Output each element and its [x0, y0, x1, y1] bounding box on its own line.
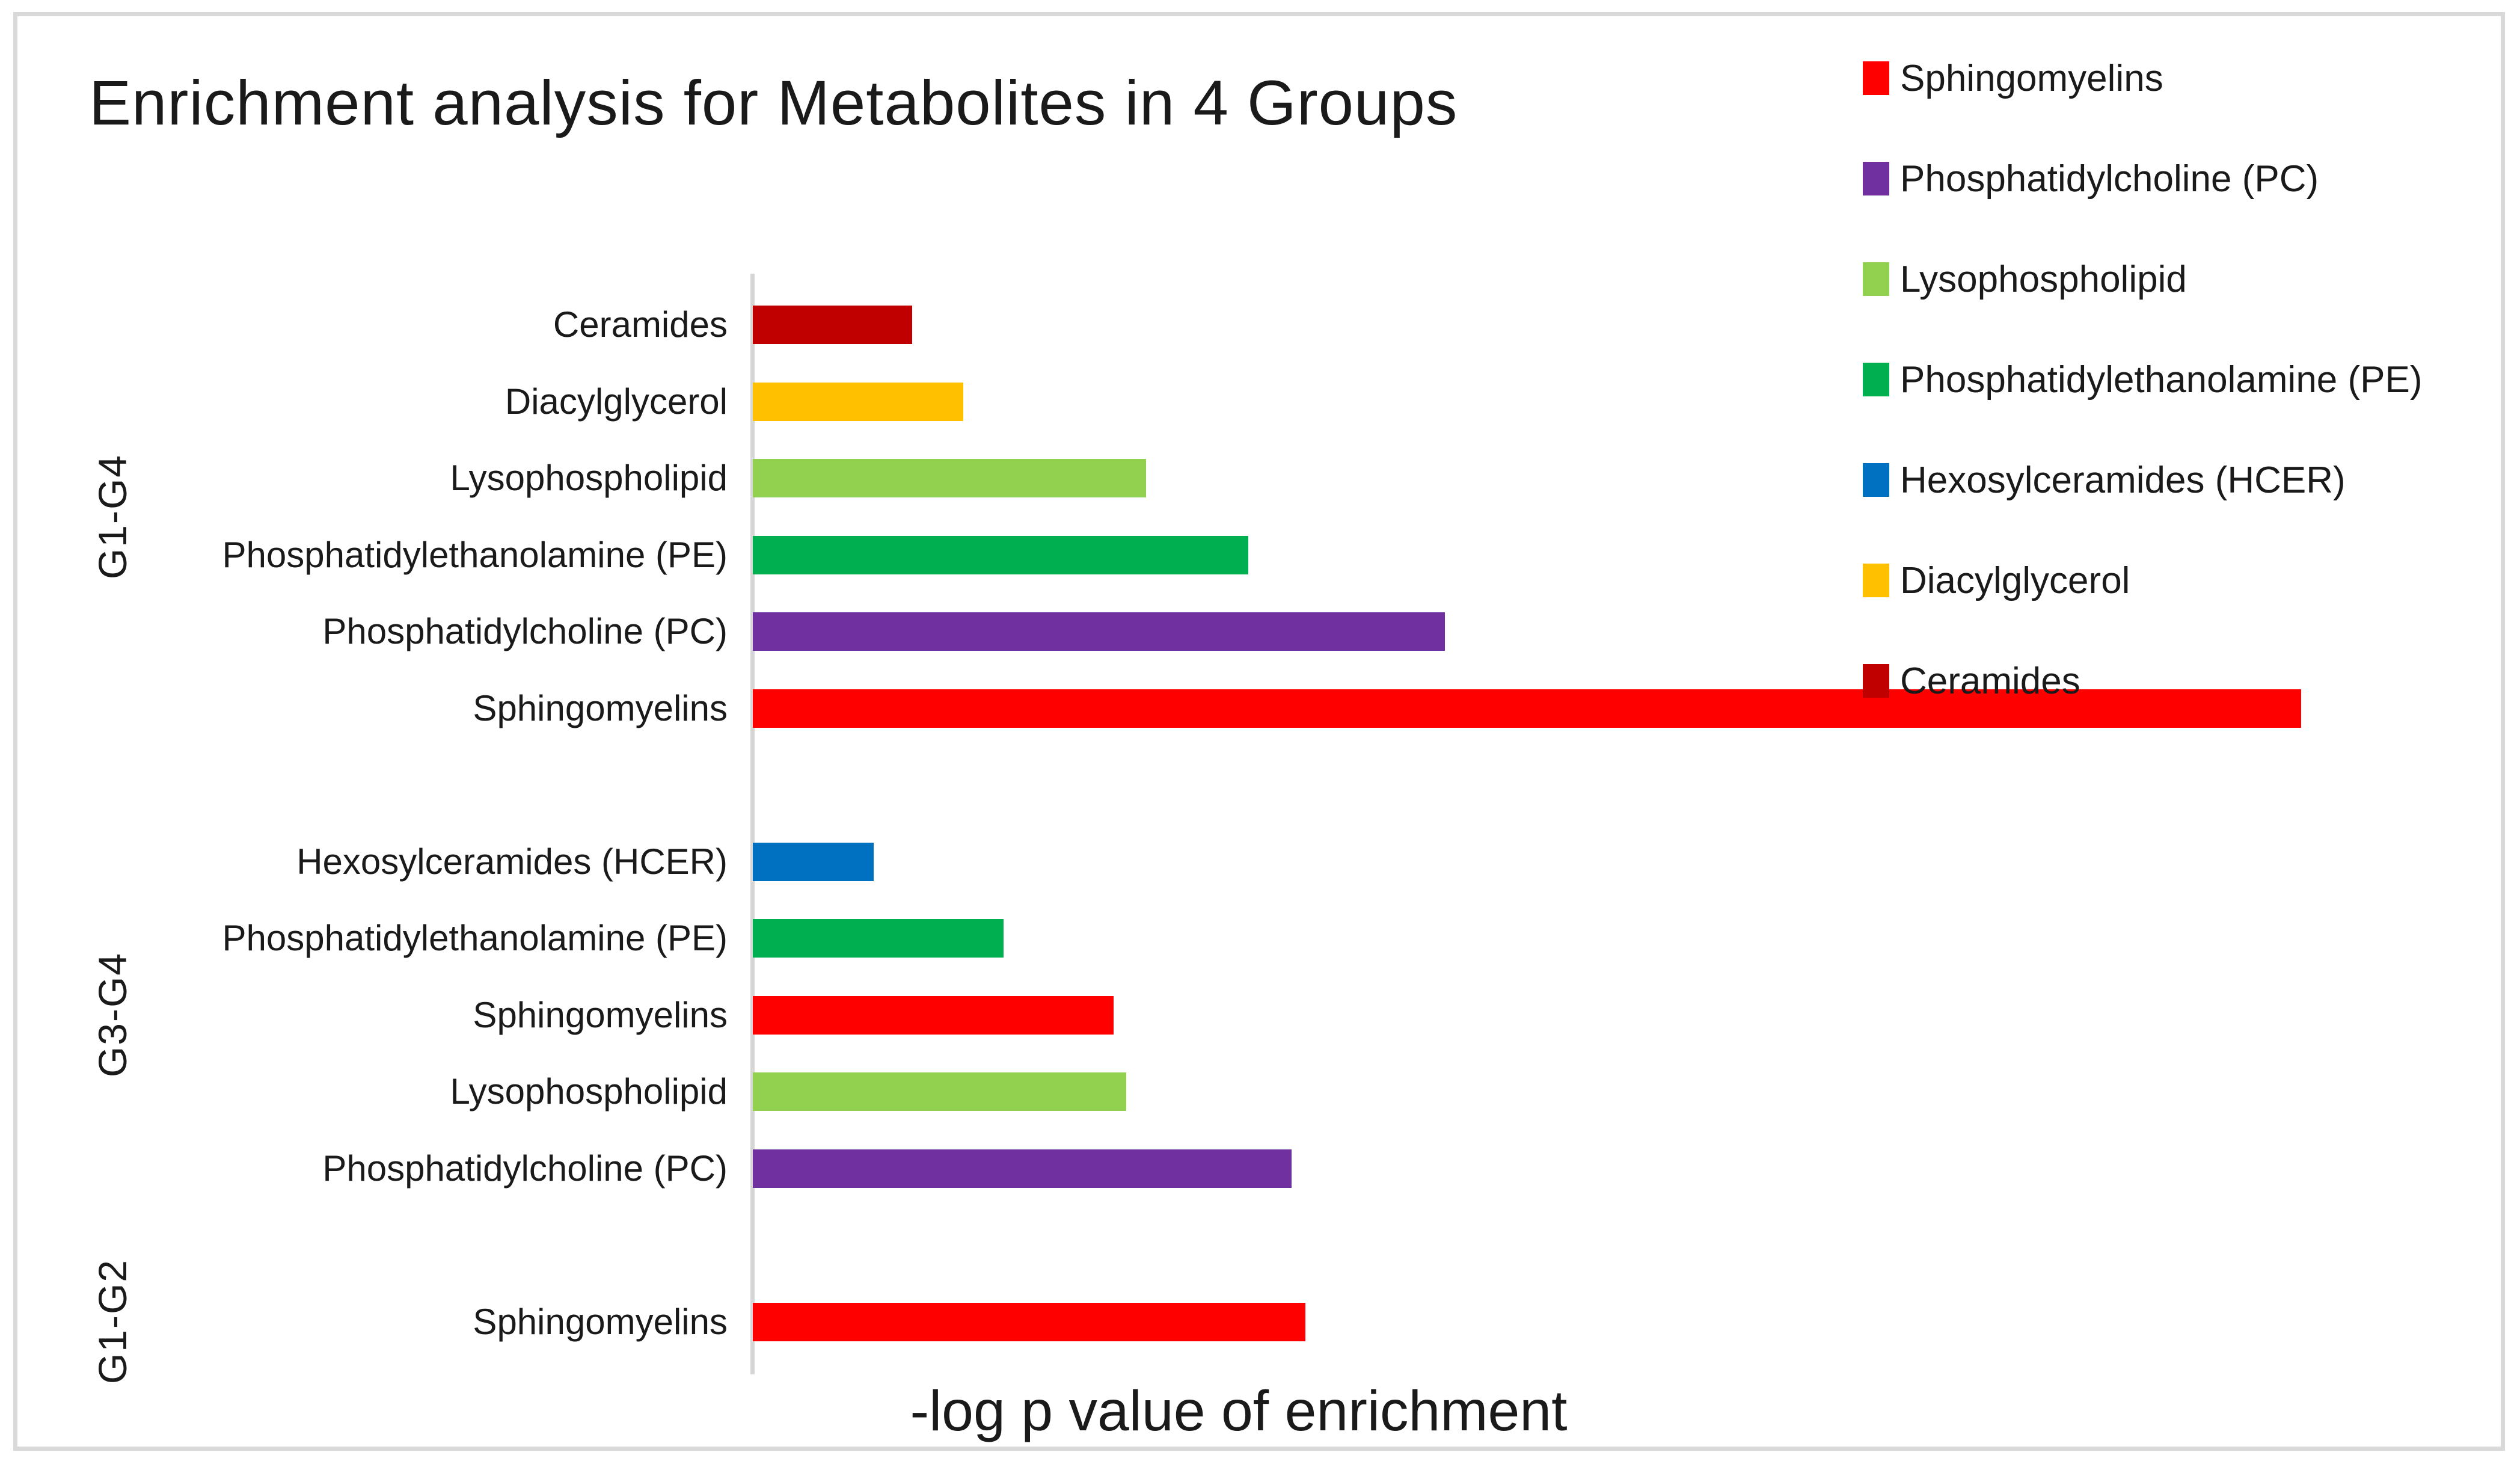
category-label: Phosphatidylcholine (PC) [322, 611, 728, 651]
category-label: Phosphatidylethanolamine (PE) [222, 918, 728, 958]
bar-g1g4-diacylglycerol [753, 382, 963, 421]
bar-g1g4-phosphatidylcholine [753, 612, 1445, 651]
bar-g3g4-lysophospholipid [753, 1072, 1126, 1111]
category-label: Ceramides [553, 304, 728, 345]
chart-title: Enrichment analysis for Metabolites in 4… [89, 68, 1458, 138]
group-label-g1-g2: G1-G2 [90, 1259, 135, 1385]
category-axis-line [750, 274, 755, 1374]
bar-g3g4-phosphatidylethanolamine [753, 919, 1004, 958]
group-label-g3-g4: G3-G4 [90, 952, 135, 1078]
bar-g1g2-sphingomyelins [753, 1302, 1305, 1341]
category-label: Phosphatidylethanolamine (PE) [222, 534, 728, 575]
category-label: Lysophospholipid [450, 458, 728, 498]
chart-border-frame [13, 12, 2505, 1451]
plot-area [750, 274, 2501, 1374]
bar-g1g4-sphingomyelins [753, 689, 2301, 728]
category-label: Sphingomyelins [473, 1301, 728, 1342]
bar-g1g4-lysophospholipid [753, 459, 1146, 497]
category-label: Diacylglycerol [504, 381, 728, 422]
bar-g3g4-sphingomyelins [753, 995, 1114, 1035]
category-label: Lysophospholipid [450, 1071, 728, 1112]
x-axis-title: -log p value of enrichment [910, 1379, 1568, 1443]
category-label: Sphingomyelins [473, 687, 728, 728]
category-label: Sphingomyelins [473, 994, 728, 1035]
bar-g3g4-phosphatidylcholine [753, 1149, 1292, 1188]
category-label: Hexosylceramides (HCER) [296, 841, 728, 882]
bar-g3g4-hexosylceramides [753, 842, 874, 881]
bar-g1g4-phosphatidylethanolamine [753, 535, 1248, 574]
bar-g1g4-ceramides [753, 306, 912, 344]
category-label: Phosphatidylcholine (PC) [322, 1148, 728, 1189]
group-label-g1-g4: G1-G4 [90, 454, 135, 579]
